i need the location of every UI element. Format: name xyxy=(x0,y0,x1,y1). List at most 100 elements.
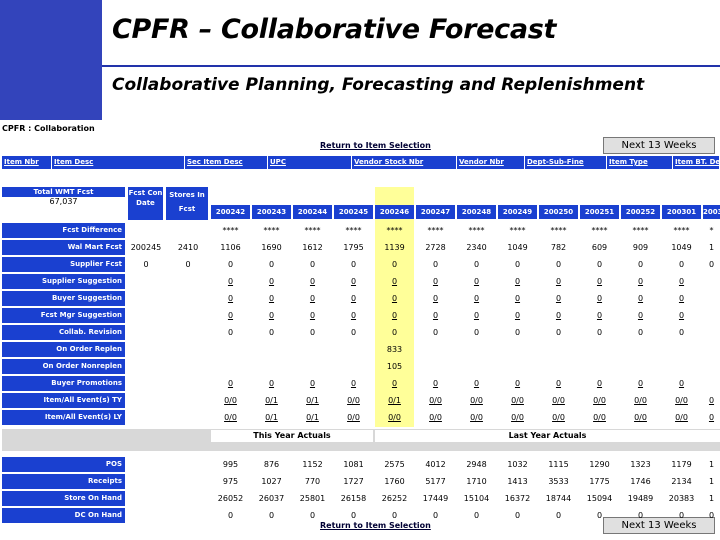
item-header-vendor-nbr[interactable]: Vendor Nbr xyxy=(457,156,525,169)
cell-value[interactable]: 0 xyxy=(555,294,562,303)
return-link-top[interactable]: Return to Item Selection xyxy=(320,141,431,150)
cell-value[interactable]: 0 xyxy=(514,379,521,388)
cell-value[interactable]: 0/0 xyxy=(634,396,647,405)
cell-value xyxy=(334,342,373,357)
item-header-item-nbr[interactable]: Item Nbr xyxy=(2,156,52,169)
cell-value: 2575 xyxy=(384,460,405,469)
cell-value[interactable]: 0 xyxy=(391,379,398,388)
cell-value: **** xyxy=(427,226,444,235)
cell-value[interactable]: 0/0 xyxy=(552,396,565,405)
item-header-sec-item-desc[interactable]: Sec Item Desc xyxy=(185,156,268,169)
cell-value[interactable]: 0/1 xyxy=(265,396,278,405)
cell-value[interactable]: 0 xyxy=(268,294,275,303)
cell-value[interactable]: 0 xyxy=(678,294,685,303)
cell-value[interactable]: 0/0 xyxy=(388,413,401,422)
item-header-item-type[interactable]: Item Type xyxy=(607,156,673,169)
cell-value[interactable]: 0 xyxy=(391,277,398,286)
cell-value[interactable]: 0 xyxy=(309,277,316,286)
cell-value[interactable]: 0/0 xyxy=(634,413,647,422)
cell-value[interactable]: 0 xyxy=(268,379,275,388)
cell-value[interactable]: 0 xyxy=(391,294,398,303)
cell-value[interactable]: 0 xyxy=(227,277,234,286)
cell-value[interactable]: 0 xyxy=(309,311,316,320)
cell-value[interactable]: 0 xyxy=(555,277,562,286)
cell-value[interactable]: 0 xyxy=(637,277,644,286)
week-header-2003: 2003 xyxy=(703,205,720,219)
cell-value[interactable]: 0 xyxy=(309,379,316,388)
return-link-bottom[interactable]: Return to Item Selection xyxy=(320,521,431,530)
cell-value[interactable]: 0 xyxy=(309,294,316,303)
cell-value[interactable]: 0 xyxy=(432,311,439,320)
cell-value[interactable]: 0 xyxy=(432,277,439,286)
cell-value[interactable]: 0/1 xyxy=(306,396,319,405)
cell-value[interactable]: 0/1 xyxy=(265,413,278,422)
cell-value[interactable]: 0/0 xyxy=(470,396,483,405)
cell-value[interactable]: 0 xyxy=(473,294,480,303)
cell-value: 0 xyxy=(514,260,521,269)
cell-value: 26037 xyxy=(258,494,285,503)
cell-value[interactable]: 0/1 xyxy=(306,413,319,422)
cell-value: 995 xyxy=(222,460,239,469)
cell-value[interactable]: 0 xyxy=(268,277,275,286)
cell-value[interactable]: 0 xyxy=(678,379,685,388)
cell-value[interactable]: 0/0 xyxy=(675,396,688,405)
cell-value[interactable]: 0 xyxy=(596,277,603,286)
cell-value[interactable]: 0 xyxy=(678,277,685,286)
cell-value[interactable]: 0 xyxy=(596,294,603,303)
cell-value[interactable]: 0 xyxy=(473,277,480,286)
cell-value[interactable]: 0 xyxy=(514,311,521,320)
cell-value[interactable]: 0 xyxy=(637,379,644,388)
cell-value: 1049 xyxy=(507,243,528,252)
cell-value[interactable]: 0 xyxy=(227,311,234,320)
cell-value: 0 xyxy=(350,511,357,520)
cell-value[interactable]: 0/0 xyxy=(675,413,688,422)
cell-value: 0 xyxy=(637,511,644,520)
row-label-receipts: Receipts xyxy=(2,474,125,489)
cell-value[interactable]: 0 xyxy=(708,413,715,422)
cell-value[interactable]: 0 xyxy=(514,277,521,286)
cell-value[interactable]: 0 xyxy=(555,379,562,388)
cell-value[interactable]: 0/0 xyxy=(593,413,606,422)
cell-value[interactable]: 0 xyxy=(432,379,439,388)
cell-value[interactable]: 0 xyxy=(708,396,715,405)
cell-value xyxy=(498,359,537,374)
cell-value[interactable]: 0 xyxy=(555,311,562,320)
cell-value: 0 xyxy=(555,511,562,520)
cell-value[interactable]: 0 xyxy=(514,294,521,303)
cell-value[interactable]: 0 xyxy=(268,311,275,320)
item-header-item-bt-del[interactable]: Item BT. Del xyxy=(673,156,720,169)
cell-value[interactable]: 0 xyxy=(350,294,357,303)
item-header-item-desc[interactable]: Item Desc xyxy=(52,156,185,169)
cell-value[interactable]: 0 xyxy=(227,294,234,303)
cell-value[interactable]: 0 xyxy=(227,379,234,388)
cell-value[interactable]: 0 xyxy=(473,311,480,320)
cell-value[interactable]: 0/1 xyxy=(388,396,401,405)
item-header-dept-sub-fine[interactable]: Dept-Sub-Fine xyxy=(525,156,607,169)
cell-value[interactable]: 0 xyxy=(637,311,644,320)
cell-value[interactable]: 0 xyxy=(596,379,603,388)
next-weeks-button-bottom[interactable]: Next 13 Weeks xyxy=(603,517,715,534)
cell-value[interactable]: 0 xyxy=(473,379,480,388)
cell-value[interactable]: 0 xyxy=(596,311,603,320)
cell-value[interactable]: 0 xyxy=(350,311,357,320)
cell-value[interactable]: 0 xyxy=(432,294,439,303)
cell-value[interactable]: 0/0 xyxy=(511,413,524,422)
cell-value[interactable]: 0/0 xyxy=(593,396,606,405)
cell-value[interactable]: 0/0 xyxy=(347,396,360,405)
cell-value[interactable]: 0 xyxy=(678,311,685,320)
item-header-vendor-stock-nbr[interactable]: Vendor Stock Nbr xyxy=(352,156,457,169)
cell-value[interactable]: 0/0 xyxy=(552,413,565,422)
cell-value[interactable]: 0/0 xyxy=(429,413,442,422)
cell-value[interactable]: 0 xyxy=(637,294,644,303)
cell-value[interactable]: 0 xyxy=(391,311,398,320)
cell-value[interactable]: 0 xyxy=(350,277,357,286)
cell-value[interactable]: 0 xyxy=(350,379,357,388)
cell-value[interactable]: 0/0 xyxy=(511,396,524,405)
next-weeks-button-top[interactable]: Next 13 Weeks xyxy=(603,137,715,154)
cell-value[interactable]: 0/0 xyxy=(224,413,237,422)
cell-value[interactable]: 0/0 xyxy=(429,396,442,405)
cell-value[interactable]: 0/0 xyxy=(224,396,237,405)
cell-value[interactable]: 0/0 xyxy=(470,413,483,422)
item-header-upc[interactable]: UPC xyxy=(268,156,352,169)
cell-value[interactable]: 0/0 xyxy=(347,413,360,422)
